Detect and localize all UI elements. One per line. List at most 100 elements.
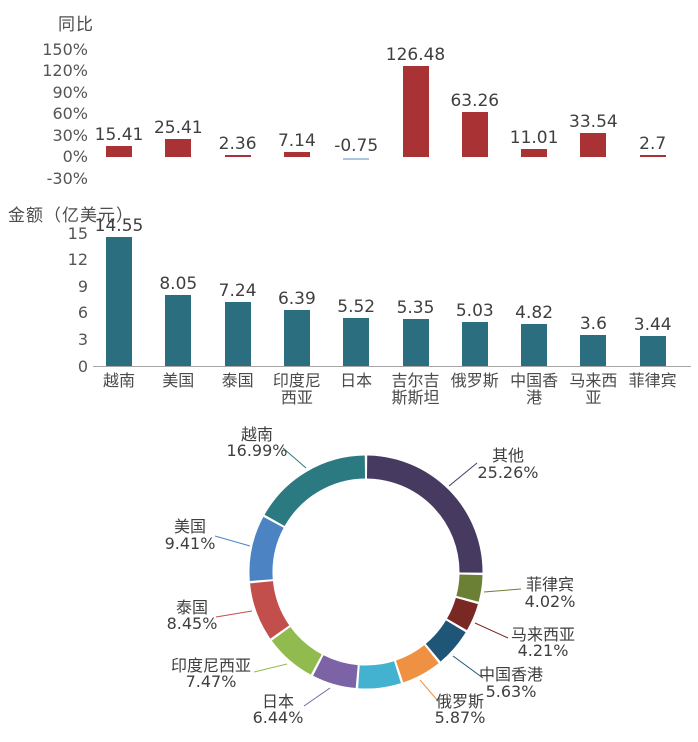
donut-segment: [456, 574, 483, 602]
donut-label-percent: 5.87%: [435, 708, 486, 727]
y-tick-label: 6: [77, 303, 88, 323]
y-tick-label: -30%: [46, 168, 88, 188]
bar: [521, 149, 548, 157]
bar: [106, 145, 132, 157]
donut-label-name: 印度尼西亚: [171, 656, 251, 675]
leader-line: [214, 535, 251, 547]
y-tick-label: 0%: [62, 147, 88, 166]
donut-segment: [249, 516, 284, 581]
bar: [106, 237, 132, 367]
bar-value-label: 3.44: [633, 314, 672, 335]
y-tick-label: 3: [77, 329, 88, 349]
donut-segment: [425, 620, 466, 662]
bar-value-label: 7.24: [218, 281, 257, 302]
bar-value-label: 33.54: [569, 111, 618, 132]
y-tick-label: 15: [67, 223, 88, 243]
leader-line: [419, 679, 439, 702]
donut-label-name: 其他: [492, 446, 524, 465]
y-tick-label: 0: [77, 356, 88, 376]
bar: [224, 302, 251, 367]
donut-segment: [358, 661, 401, 689]
leader-line: [452, 655, 484, 679]
leader-line: [474, 622, 509, 639]
x-axis-category-label: 日本: [340, 371, 373, 390]
bar-value-label: 25.41: [153, 117, 203, 138]
yoy-chart-title: 同比: [58, 15, 94, 35]
donut-label-name: 马来西亚: [511, 625, 575, 644]
bar: [283, 309, 310, 367]
donut-label-percent: 8.45%: [167, 614, 218, 633]
bar-value-label: 3.6: [579, 313, 607, 334]
donut-label-name: 中国香港: [479, 665, 543, 684]
x-axis-category-label: 中国香 港: [510, 371, 559, 407]
donut-label-name: 美国: [174, 517, 206, 536]
bar: [461, 111, 488, 157]
donut-label-percent: 25.26%: [477, 463, 538, 482]
bar-value-label: 126.48: [385, 45, 446, 66]
x-axis-category-label: 俄罗斯: [450, 371, 499, 390]
bar-value-label: 4.82: [515, 302, 554, 323]
bar: [165, 138, 192, 157]
donut-segment: [395, 644, 439, 683]
bar-value-label: 2.36: [218, 134, 257, 155]
donut-label-percent: 4.02%: [525, 592, 576, 611]
donut-segment: [446, 597, 478, 631]
x-axis-category-label: 马来西 亚: [569, 371, 618, 407]
donut-label-name: 泰国: [176, 598, 208, 617]
leader-line: [448, 462, 478, 487]
bar: [461, 321, 488, 367]
bar-value-label: 5.03: [455, 300, 494, 321]
bar-value-label: 5.35: [396, 298, 435, 319]
amount-chart-title: 金额（亿美元）: [8, 206, 134, 226]
bar-value-label: 2.7: [639, 134, 667, 155]
bar-value-label: 6.39: [277, 288, 316, 309]
bar: [224, 155, 251, 157]
x-axis-category-label: 印度尼 西亚: [272, 371, 321, 407]
y-tick-label: 120%: [42, 61, 88, 80]
donut-label-name: 日本: [262, 692, 294, 711]
bar: [165, 295, 192, 367]
bar: [521, 323, 548, 367]
y-tick-label: 9: [77, 276, 88, 296]
donut-label-percent: 7.47%: [186, 672, 237, 691]
leader-line: [303, 687, 331, 707]
donut-label-percent: 16.99%: [226, 441, 287, 460]
donut-label-percent: 4.21%: [518, 641, 569, 660]
x-axis-category-label: 吉尔吉 斯斯坦: [391, 371, 440, 407]
bar: [343, 158, 370, 160]
bar: [402, 319, 429, 367]
leader-line: [282, 447, 307, 469]
y-tick-label: 90%: [52, 82, 88, 102]
x-axis-category-label: 菲律宾: [628, 371, 677, 390]
bar-value-label: -0.75: [334, 136, 379, 156]
bar-value-label: 7.14: [277, 130, 316, 151]
x-axis-category-label: 美国: [162, 371, 195, 390]
amount-x-axis-line: [93, 366, 691, 367]
bar: [402, 66, 429, 157]
bar: [343, 317, 370, 367]
bar: [639, 155, 666, 157]
x-axis-category-label: 泰国: [221, 371, 254, 390]
y-tick-label: 12: [67, 250, 88, 270]
donut-segment: [250, 580, 290, 639]
leader-line: [483, 588, 522, 593]
bar: [639, 335, 666, 367]
donut-segment: [366, 455, 483, 573]
x-axis-category-label: 越南: [102, 371, 135, 390]
donut-segment: [313, 655, 359, 689]
donut-label-name: 越南: [241, 425, 273, 444]
donut-label-percent: 5.63%: [486, 682, 537, 701]
donut-segment: [271, 626, 323, 675]
bar-value-label: 8.05: [159, 274, 198, 295]
leader-line: [253, 663, 288, 673]
bar-value-label: 63.26: [450, 90, 500, 111]
donut-segment: [264, 455, 366, 527]
donut-label-name: 菲律宾: [526, 575, 574, 594]
bar: [283, 151, 310, 157]
y-tick-label: 30%: [52, 125, 88, 145]
bar: [580, 334, 607, 367]
bar-value-label: 14.55: [94, 216, 144, 237]
donut-label-percent: 9.41%: [165, 534, 216, 553]
leader-line: [215, 610, 253, 618]
